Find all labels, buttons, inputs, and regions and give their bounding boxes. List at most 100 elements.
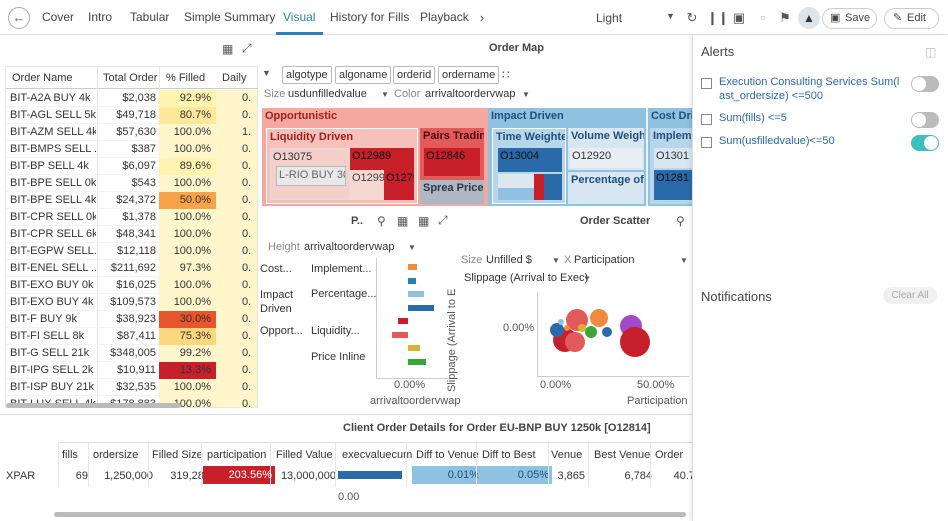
scatter-point[interactable] — [558, 319, 564, 325]
refresh-icon[interactable]: ↻ — [686, 10, 698, 25]
horizontal-scrollbar[interactable] — [6, 403, 181, 408]
table-row[interactable]: BIT-G SELL 21k $348,005 99.2% 0. — [6, 345, 257, 362]
column-header[interactable]: participation — [207, 449, 267, 461]
treemap-cell[interactable] — [534, 174, 544, 200]
table-row[interactable]: BIT-BP SELL 4k $6,097 89.6% 0. — [6, 158, 257, 175]
chevron-down-icon[interactable]: ▼ — [680, 256, 688, 265]
bell-icon[interactable]: ▲ — [798, 7, 820, 29]
table-row[interactable]: BIT-AZM SELL 4k $57,630 100.0% 1. — [6, 124, 257, 141]
treemap-cell[interactable]: O13004 — [498, 148, 562, 172]
column-header[interactable]: Order — [655, 449, 684, 461]
height-select[interactable]: arrivaltoordervwap — [304, 241, 395, 253]
expand-icon[interactable]: ⤢ — [438, 213, 448, 227]
table-row[interactable]: BIT-EXO BUY 0k $16,025 100.0% 0. — [6, 277, 257, 294]
export-icon[interactable]: ▦ — [222, 42, 234, 56]
alert-item[interactable]: Sum(usfilledvalue)<=50 — [701, 134, 941, 154]
table-row[interactable]: BIT-IPG SELL 2k $10,911 13.3% 0. — [6, 362, 257, 379]
scatter-point[interactable] — [585, 326, 597, 338]
column-header[interactable]: Venue — [551, 449, 583, 461]
alert-text[interactable]: Sum(usfilledvalue)<=50 — [719, 135, 835, 147]
col-total-order[interactable]: Total Order — [103, 72, 158, 84]
treemap-cell[interactable] — [498, 174, 534, 188]
tab-playback[interactable]: Playback — [420, 10, 469, 24]
table-row[interactable]: BIT-EGPW SELL... $12,118 100.0% 0. — [6, 243, 257, 260]
treemap-cell[interactable]: O12989 — [350, 148, 414, 170]
treemap-cell[interactable]: L-RIO BUY 30 — [276, 166, 346, 186]
alert-toggle[interactable] — [911, 76, 939, 92]
alert-text[interactable]: Sum(fills) <=5 — [719, 112, 787, 124]
scatter-plot[interactable] — [537, 292, 689, 376]
treemap-group-spread-price[interactable]: Sprea Price — [420, 180, 484, 204]
scatter-point[interactable] — [590, 309, 608, 327]
scatter-y-select[interactable]: Slippage (Arrival to Exec) — [464, 272, 589, 284]
column-header[interactable]: Diff to Venue — [416, 449, 479, 461]
scatter-size-select[interactable]: Unfilled $ — [486, 254, 532, 266]
treemap-cell[interactable]: O12920 — [570, 148, 642, 168]
table-row[interactable]: BIT-F BUY 9k $38,923 30.0% 0. — [6, 311, 257, 328]
chevron-down-icon[interactable]: ▼ — [408, 243, 416, 252]
table-row[interactable]: BIT-CPR SELL 6k $48,341 100.0% 0. — [6, 226, 257, 243]
table-row[interactable]: BIT-ENEL SELL ... $211,692 97.3% 0. — [6, 260, 257, 277]
tab-simple-summary[interactable]: Simple Summary — [184, 10, 276, 24]
table-row[interactable]: BIT-A2A BUY 4k $2,038 92.9% 0. — [6, 90, 257, 107]
tab-cover[interactable]: Cover — [42, 10, 75, 24]
treemap-cell[interactable]: O1279 — [384, 170, 414, 200]
export-icon[interactable]: ▦ — [397, 214, 409, 228]
alert-item[interactable]: Execution Consulting Services Sum(l ast_… — [701, 75, 941, 105]
group-chip-algotype[interactable]: algotype — [282, 66, 332, 84]
column-header[interactable]: Filled Value — [276, 449, 333, 461]
table-row[interactable]: BIT-ISP BUY 21k $32,535 100.0% 0. — [6, 379, 257, 396]
edit-button[interactable]: ✎ Edit — [884, 8, 939, 29]
alert-checkbox[interactable] — [701, 78, 712, 89]
alert-toggle[interactable] — [911, 135, 939, 151]
column-header[interactable]: Filled Size — [152, 449, 203, 461]
table-row[interactable]: BIT-CPR SELL 0k $1,378 100.0% 0. — [6, 209, 257, 226]
bar-mark[interactable] — [408, 358, 427, 365]
treemap-cell[interactable]: O1299 — [350, 170, 384, 200]
treemap-cell[interactable] — [544, 174, 562, 200]
scatter-x-select[interactable]: Participation — [574, 254, 635, 266]
group-chip-orderid[interactable]: orderid — [393, 66, 436, 84]
scatter-point[interactable] — [578, 324, 586, 332]
tab-tabular[interactable]: Tabular — [130, 10, 170, 24]
column-header[interactable]: Best Venue — [594, 449, 651, 461]
table-row[interactable]: BIT-EXO BUY 4k $109,573 100.0% 0. — [6, 294, 257, 311]
table-row[interactable]: BIT-BMPS SELL ... $387 100.0% 0. — [6, 141, 257, 158]
search-icon[interactable]: ⚲ — [377, 214, 386, 228]
treemap-cell[interactable]: O1301 — [654, 148, 692, 168]
table-row[interactable]: BIT-LUX SELL 4k$178,883100.0%0. — [6, 396, 257, 407]
snapshot-icon[interactable]: ▣ — [732, 10, 746, 25]
expand-icon[interactable]: ⤢ — [242, 41, 252, 55]
treemap-cell[interactable]: O1281 — [654, 170, 692, 200]
search-icon[interactable]: ⚲ — [676, 214, 685, 228]
alert-item[interactable]: Sum(fills) <=5 — [701, 111, 941, 131]
group-chip-algoname[interactable]: algoname — [335, 66, 392, 84]
treemap-cell[interactable] — [498, 188, 534, 200]
table-row[interactable]: BIT-FI SELL 8k $87,411 75.3% 0. — [6, 328, 257, 345]
size-select[interactable]: usdunfilledvalue — [288, 88, 367, 100]
bar-mark[interactable] — [408, 264, 418, 270]
bar-mark[interactable] — [397, 318, 408, 324]
tab-visual[interactable]: Visual — [283, 10, 316, 24]
column-header[interactable]: ordersize — [93, 449, 139, 461]
chevron-down-icon[interactable]: ▼ — [666, 11, 675, 21]
table-row[interactable]: BIT-BPE SELL 0k $543 100.0% 0. — [6, 175, 257, 192]
add-group-icon[interactable]: ∷ — [502, 68, 510, 82]
table-icon[interactable]: ▦ — [418, 214, 430, 228]
back-button[interactable]: ← — [8, 7, 30, 29]
chevron-right-icon[interactable]: › — [479, 10, 485, 25]
bar-mark[interactable] — [408, 277, 416, 284]
scatter-point[interactable] — [550, 323, 564, 337]
chevron-down-icon[interactable]: ▼ — [552, 256, 560, 265]
treemap-cell[interactable]: O12846 — [424, 148, 480, 176]
bookmark-icon[interactable]: ⚑ — [779, 10, 791, 25]
alert-checkbox[interactable] — [701, 137, 712, 148]
treemap-group-percentage-of[interactable]: Percentage of — [568, 172, 644, 204]
alert-text[interactable]: Execution Consulting Services Sum(l ast_… — [719, 76, 900, 102]
group-chip-ordername[interactable]: ordername — [438, 66, 500, 84]
chevron-down-icon[interactable]: ▼ — [262, 68, 271, 78]
tab-history-for-fills[interactable]: History for Fills — [330, 10, 410, 24]
bar-mark[interactable] — [408, 304, 434, 311]
col-order-name[interactable]: Order Name — [12, 72, 73, 84]
column-header[interactable]: fills — [62, 449, 78, 461]
